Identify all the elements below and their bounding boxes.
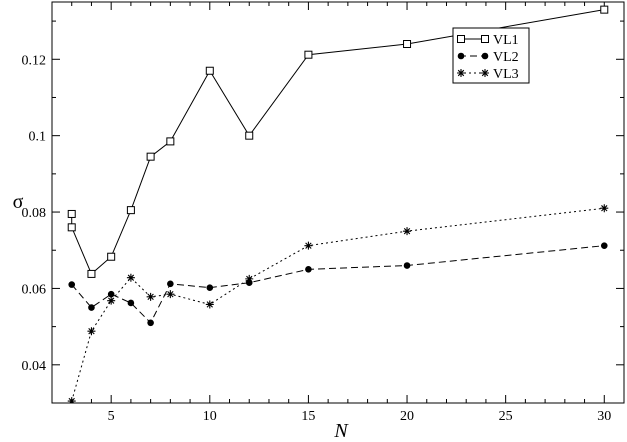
data-point bbox=[68, 281, 76, 288]
data-point bbox=[245, 131, 254, 140]
series-line bbox=[71, 245, 605, 324]
data-point bbox=[403, 40, 412, 49]
x-axis: 5 10 15 20 25 30 bbox=[51, 2, 625, 424]
y-axis: 0.04 0.06 0.08 0.1 0.12 bbox=[22, 20, 624, 404]
data-point bbox=[88, 304, 95, 311]
legend-label: VL3 bbox=[493, 67, 519, 82]
plot-series bbox=[67, 5, 609, 403]
plot-frame bbox=[51, 1, 625, 404]
data-point bbox=[245, 274, 254, 283]
data-point bbox=[167, 280, 174, 288]
y-tick-label: 0.04 bbox=[22, 359, 47, 374]
legend-marker bbox=[457, 35, 465, 43]
data-point bbox=[127, 299, 135, 307]
x-tick-label: 25 bbox=[499, 409, 513, 424]
data-point bbox=[107, 296, 116, 305]
x-axis-label: N bbox=[333, 420, 349, 442]
data-point bbox=[205, 300, 214, 309]
legend-marker bbox=[457, 52, 465, 60]
data-point bbox=[87, 327, 96, 336]
legend-marker bbox=[457, 69, 465, 77]
y-tick-label: 0.1 bbox=[29, 130, 47, 145]
data-point bbox=[403, 262, 411, 269]
legend-label: VL2 bbox=[493, 50, 519, 65]
series-vl1 bbox=[67, 5, 609, 278]
data-point bbox=[403, 227, 412, 236]
data-point bbox=[206, 284, 214, 291]
x-tick-label: 30 bbox=[597, 409, 611, 424]
legend-marker bbox=[481, 69, 489, 77]
series-line bbox=[71, 9, 605, 275]
data-point bbox=[126, 206, 135, 215]
legend-marker bbox=[481, 35, 489, 43]
data-point bbox=[146, 292, 155, 301]
data-point bbox=[107, 290, 115, 298]
data-point bbox=[67, 397, 76, 403]
data-point bbox=[107, 252, 116, 261]
series-line bbox=[71, 207, 605, 402]
data-point bbox=[304, 50, 313, 59]
x-tick-label: 15 bbox=[301, 409, 315, 424]
data-point bbox=[67, 223, 76, 232]
x-tick-label: 10 bbox=[203, 409, 217, 424]
legend-marker bbox=[481, 52, 489, 60]
x-tick-label: 5 bbox=[108, 409, 115, 424]
data-point bbox=[147, 319, 154, 327]
data-point bbox=[304, 241, 313, 250]
data-point bbox=[600, 5, 609, 14]
data-point bbox=[146, 152, 155, 161]
data-point bbox=[166, 290, 175, 299]
data-point bbox=[67, 209, 76, 218]
legend-label: VL1 bbox=[493, 33, 519, 48]
legend: VL1 VL2 VL3 bbox=[452, 27, 530, 84]
data-point bbox=[600, 242, 608, 249]
y-tick-label: 0.08 bbox=[22, 206, 47, 221]
data-point bbox=[205, 66, 214, 75]
y-axis-label: σ bbox=[13, 191, 24, 213]
x-tick-label: 20 bbox=[400, 409, 414, 424]
data-point bbox=[166, 137, 175, 146]
data-point bbox=[305, 266, 312, 273]
y-tick-label: 0.06 bbox=[22, 282, 47, 297]
series-vl2 bbox=[68, 242, 608, 327]
data-point bbox=[126, 273, 135, 282]
series-vl3 bbox=[67, 204, 609, 403]
y-tick-label: 0.12 bbox=[22, 53, 47, 68]
data-point bbox=[87, 269, 96, 278]
data-point bbox=[600, 204, 609, 213]
